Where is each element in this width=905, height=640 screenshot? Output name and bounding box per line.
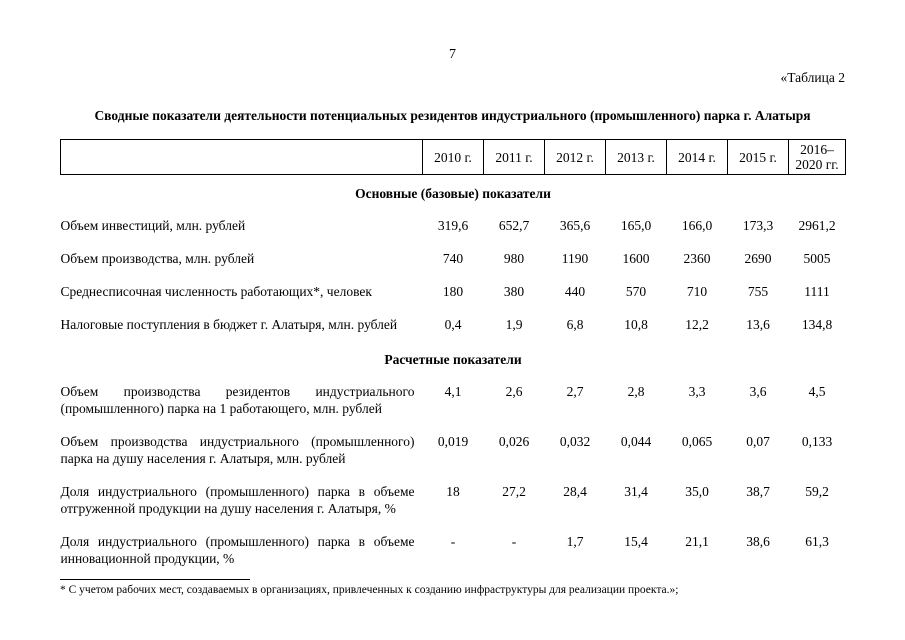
cell-value: 35,0 [685, 484, 709, 499]
row-label: Налоговые поступления в бюджет г. Алатыр… [60, 317, 398, 332]
document-title: Сводные показатели деятельности потенциа… [94, 108, 811, 123]
cell-value: 2360 [683, 251, 711, 266]
table-row: Доля индустриального (промышленного) пар… [61, 525, 846, 575]
year-column-header: 2015 г. [727, 139, 789, 175]
table-row: Объем производства индустриального (пром… [61, 425, 846, 475]
cell-value: 38,6 [746, 534, 770, 549]
cell-value: 31,4 [624, 484, 648, 499]
cell-value: 2961,2 [798, 218, 836, 233]
row-label: Доля индустриального (промышленного) пар… [60, 534, 415, 566]
table-row: Объем производства, млн. рублей 740 980 … [61, 242, 846, 275]
row-label: Объем инвестиций, млн. рублей [60, 218, 246, 233]
cell-value: 28,4 [563, 484, 587, 499]
cell-value: 0,07 [746, 434, 770, 449]
summary-table: 2010 г. 2011 г. 2012 г. 2013 г. 2014 г. … [60, 139, 846, 575]
table-reference: «Таблица 2 [780, 70, 846, 85]
table-row: Среднесписочная численность работающих*,… [61, 275, 846, 308]
row-label: Объем производства индустриального (пром… [60, 434, 415, 466]
cell-value: 710 [686, 284, 708, 299]
cell-value: 1111 [804, 284, 830, 299]
cell-value: 3,6 [749, 384, 767, 399]
cell-value: 1,9 [505, 317, 523, 332]
page-number: 7 [449, 47, 456, 62]
table-row: Доля индустриального (промышленного) пар… [61, 475, 846, 525]
cell-value: 0,4 [444, 317, 462, 332]
table-header-row: 2010 г. 2011 г. 2012 г. 2013 г. 2014 г. … [60, 139, 846, 175]
cell-value: 61,3 [805, 534, 829, 549]
label-column-header [60, 139, 423, 175]
cell-value: 59,2 [805, 484, 829, 499]
cell-value: 0,044 [620, 434, 652, 449]
cell-value: 2,6 [505, 384, 523, 399]
cell-value: 365,6 [559, 218, 591, 233]
year-column-header: 2014 г. [666, 139, 728, 175]
cell-value: 5005 [803, 251, 831, 266]
cell-value: 570 [625, 284, 647, 299]
cell-value: 0,065 [681, 434, 713, 449]
cell-value: 18 [446, 484, 460, 499]
year-column-header: 2011 г. [483, 139, 545, 175]
cell-value: 180 [442, 284, 464, 299]
footnote: * С учетом рабочих мест, создаваемых в о… [60, 584, 679, 596]
cell-value: 1190 [561, 251, 589, 266]
table-row: Объем производства резидентов индустриал… [61, 375, 846, 425]
cell-value: 15,4 [624, 534, 648, 549]
cell-value: 27,2 [502, 484, 526, 499]
cell-value: - [450, 534, 456, 549]
cell-value: 652,7 [498, 218, 530, 233]
footnote-separator [60, 579, 250, 580]
cell-value: 980 [503, 251, 525, 266]
year-column-header: 2016– 2020 гг. [788, 139, 846, 175]
cell-value: 0,019 [437, 434, 469, 449]
cell-value: 0,032 [559, 434, 591, 449]
cell-value: 21,1 [685, 534, 709, 549]
cell-value: 2690 [744, 251, 772, 266]
cell-value: 0,026 [498, 434, 530, 449]
section-header: Расчетные показатели [384, 352, 522, 367]
cell-value: 740 [442, 251, 464, 266]
cell-value: 1,7 [566, 534, 584, 549]
row-label: Доля индустриального (промышленного) пар… [60, 484, 415, 516]
cell-value: 13,6 [746, 317, 770, 332]
cell-value: 755 [747, 284, 769, 299]
cell-value: - [511, 534, 517, 549]
cell-value: 4,5 [808, 384, 826, 399]
cell-value: 38,7 [746, 484, 770, 499]
cell-value: 6,8 [566, 317, 584, 332]
cell-value: 12,2 [685, 317, 709, 332]
cell-value: 173,3 [742, 218, 774, 233]
row-label: Объем производства, млн. рублей [60, 251, 255, 266]
year-column-header: 2010 г. [422, 139, 484, 175]
row-label: Объем производства резидентов индустриал… [60, 384, 415, 416]
table-row: Объем инвестиций, млн. рублей 319,6 652,… [61, 209, 846, 242]
table-row: Налоговые поступления в бюджет г. Алатыр… [61, 308, 846, 341]
section-header: Основные (базовые) показатели [355, 186, 551, 201]
cell-value: 1600 [622, 251, 650, 266]
cell-value: 4,1 [444, 384, 462, 399]
section-header-row: Расчетные показатели [61, 341, 846, 375]
cell-value: 319,6 [437, 218, 469, 233]
section-header-row: Основные (базовые) показатели [61, 175, 846, 210]
cell-value: 10,8 [624, 317, 648, 332]
cell-value: 440 [564, 284, 586, 299]
cell-value: 166,0 [681, 218, 713, 233]
year-column-header: 2013 г. [605, 139, 667, 175]
cell-value: 2,7 [566, 384, 584, 399]
cell-value: 2,8 [627, 384, 645, 399]
row-label: Среднесписочная численность работающих*,… [60, 284, 372, 299]
year-column-header: 2012 г. [544, 139, 606, 175]
cell-value: 134,8 [801, 317, 833, 332]
cell-value: 3,3 [688, 384, 706, 399]
cell-value: 165,0 [620, 218, 652, 233]
cell-value: 0,133 [801, 434, 833, 449]
cell-value: 380 [503, 284, 525, 299]
